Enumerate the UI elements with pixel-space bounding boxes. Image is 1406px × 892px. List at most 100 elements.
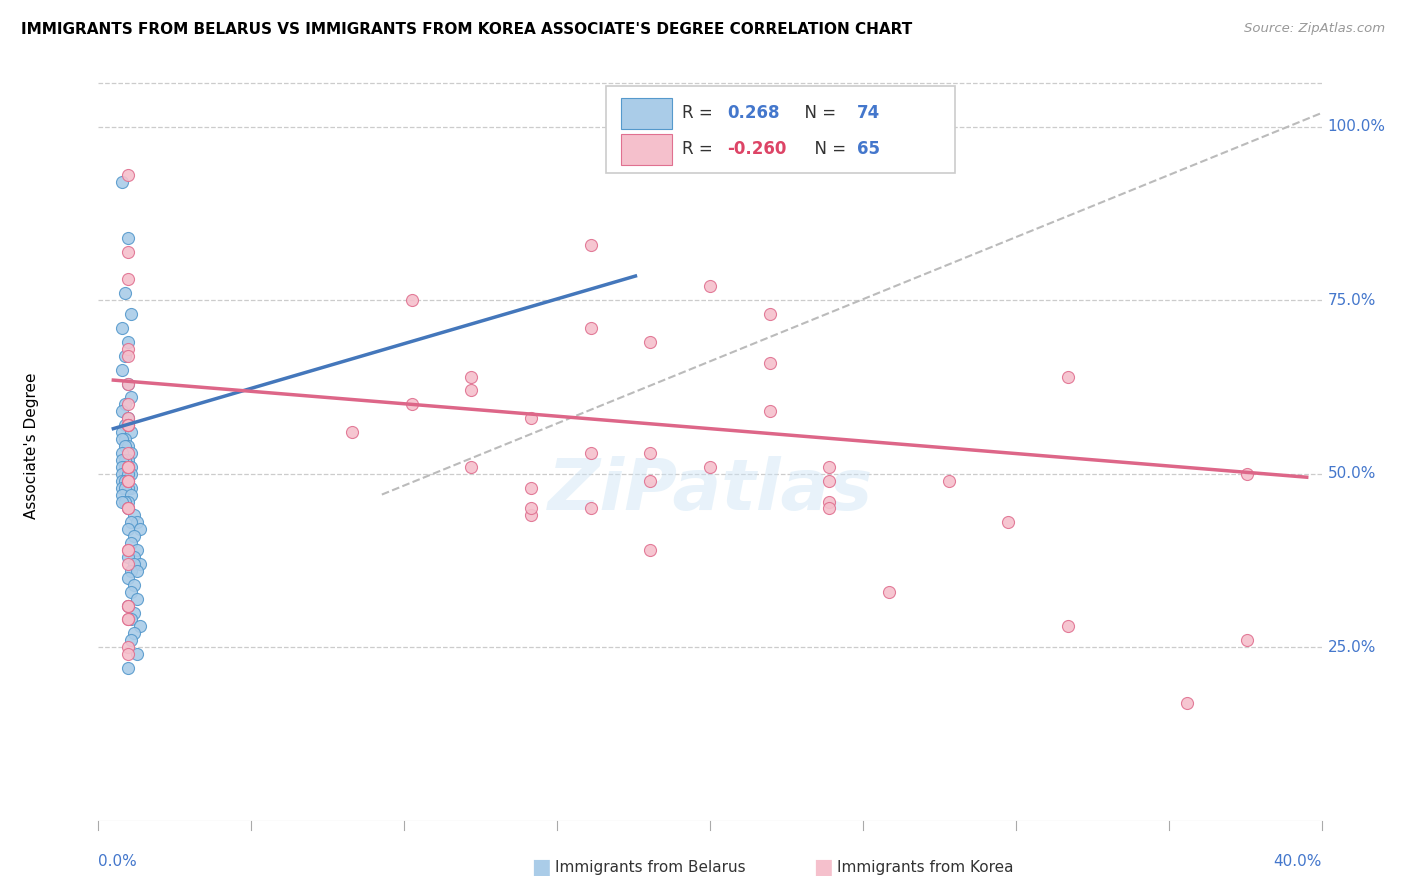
Point	[111, 487, 134, 501]
Point	[117, 571, 139, 585]
Text: IMMIGRANTS FROM BELARUS VS IMMIGRANTS FROM KOREA ASSOCIATE'S DEGREE CORRELATION : IMMIGRANTS FROM BELARUS VS IMMIGRANTS FR…	[21, 22, 912, 37]
Point	[114, 286, 136, 301]
Point	[460, 459, 482, 474]
Point	[117, 418, 139, 433]
Point	[120, 391, 142, 405]
Text: ■: ■	[813, 857, 832, 877]
Point	[117, 169, 139, 183]
Point	[520, 481, 543, 495]
Point	[117, 418, 139, 433]
Point	[120, 564, 142, 578]
Point	[120, 536, 142, 550]
Text: Associate's Degree: Associate's Degree	[24, 373, 38, 519]
Text: -0.260: -0.260	[727, 140, 786, 158]
Point	[111, 481, 134, 495]
FancyBboxPatch shape	[620, 97, 672, 129]
Point	[117, 376, 139, 391]
Point	[120, 459, 142, 474]
Text: N =: N =	[794, 104, 842, 122]
Point	[758, 356, 780, 370]
Point	[699, 279, 721, 293]
Point	[579, 501, 602, 516]
Point	[117, 501, 139, 516]
Point	[117, 494, 139, 508]
Point	[117, 459, 139, 474]
Point	[114, 494, 136, 508]
Point	[579, 321, 602, 335]
Point	[111, 467, 134, 481]
Text: 0.268: 0.268	[727, 104, 780, 122]
Point	[938, 474, 960, 488]
Point	[1177, 696, 1199, 710]
Point	[114, 397, 136, 411]
Point	[114, 474, 136, 488]
Point	[117, 474, 139, 488]
Point	[520, 501, 543, 516]
Point	[120, 516, 142, 530]
Point	[117, 501, 139, 516]
Point	[640, 474, 662, 488]
Point	[818, 474, 841, 488]
Point	[117, 446, 139, 460]
Text: ZiPatlas: ZiPatlas	[547, 457, 873, 525]
Point	[117, 522, 139, 536]
Point	[117, 612, 139, 626]
Point	[127, 543, 149, 558]
Point	[117, 411, 139, 425]
Text: Immigrants from Korea: Immigrants from Korea	[837, 860, 1014, 874]
Point	[818, 459, 841, 474]
Point	[117, 647, 139, 661]
Point	[117, 453, 139, 467]
Point	[117, 474, 139, 488]
Point	[122, 508, 145, 523]
FancyBboxPatch shape	[620, 134, 672, 165]
Point	[117, 418, 139, 433]
Point	[120, 487, 142, 501]
Point	[120, 633, 142, 648]
Point	[117, 467, 139, 481]
Text: 65: 65	[856, 140, 880, 158]
Point	[122, 557, 145, 571]
Point	[117, 599, 139, 613]
Point	[111, 474, 134, 488]
Point	[401, 293, 423, 308]
Point	[699, 459, 721, 474]
Text: 40.0%: 40.0%	[1274, 855, 1322, 870]
Text: 25.0%: 25.0%	[1327, 640, 1376, 655]
Point	[1057, 369, 1080, 384]
Point	[122, 529, 145, 543]
Point	[117, 397, 139, 411]
Point	[129, 619, 152, 633]
Point	[117, 231, 139, 245]
Point	[114, 459, 136, 474]
Point	[120, 584, 142, 599]
FancyBboxPatch shape	[606, 87, 955, 172]
Point	[401, 397, 423, 411]
Text: Immigrants from Belarus: Immigrants from Belarus	[555, 860, 747, 874]
Text: N =: N =	[804, 140, 852, 158]
Point	[117, 612, 139, 626]
Point	[122, 626, 145, 640]
Point	[122, 549, 145, 564]
Point	[111, 404, 134, 418]
Point	[111, 446, 134, 460]
Point	[117, 640, 139, 655]
Point	[111, 321, 134, 335]
Point	[120, 307, 142, 321]
Point	[129, 522, 152, 536]
Point	[111, 425, 134, 439]
Point	[111, 362, 134, 376]
Point	[117, 418, 139, 433]
Point	[114, 453, 136, 467]
Point	[117, 481, 139, 495]
Point	[460, 384, 482, 398]
Text: 75.0%: 75.0%	[1327, 293, 1376, 308]
Point	[117, 244, 139, 259]
Point	[120, 425, 142, 439]
Point	[117, 599, 139, 613]
Point	[127, 564, 149, 578]
Point	[117, 272, 139, 286]
Point	[640, 334, 662, 349]
Point	[460, 369, 482, 384]
Point	[114, 481, 136, 495]
